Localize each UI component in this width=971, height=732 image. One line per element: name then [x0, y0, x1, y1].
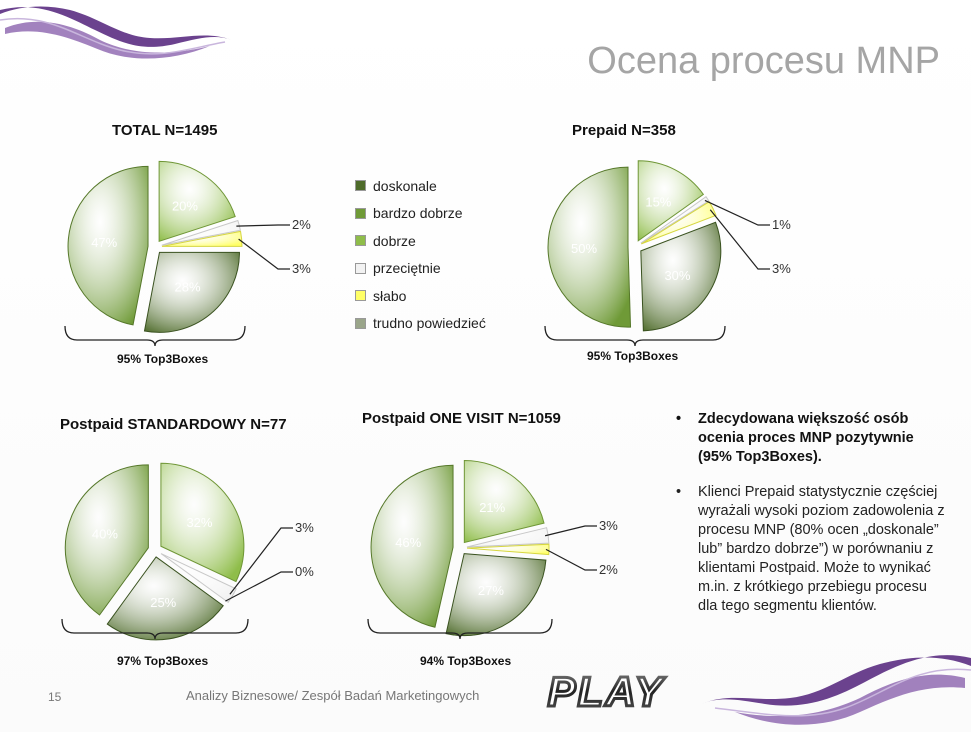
- pie-slice-dobrze: [160, 462, 245, 583]
- pie-slice-label: 50%: [571, 241, 597, 256]
- legend-label: doskonale: [373, 177, 437, 194]
- pie-slice-przeciętnie: [160, 553, 237, 604]
- brace: [544, 325, 726, 347]
- pie-outside-label: 3%: [292, 261, 311, 276]
- legend-label: słabo: [373, 287, 407, 304]
- legend: doskonale bardzo dobrze dobrze przeciętn…: [355, 172, 486, 337]
- pie-slice-doskonale: [143, 251, 240, 333]
- pie-slice-label: 27%: [478, 583, 504, 598]
- pie-slice-label: 28%: [174, 279, 200, 294]
- pie-outside-label: 2%: [292, 217, 311, 232]
- pie-slice-słabo: [466, 543, 550, 556]
- pie-slice-doskonale: [640, 221, 722, 332]
- pie-slice-bardzo-dobrze: [67, 165, 149, 326]
- legend-swatch: [355, 235, 366, 247]
- bullet-text: Zdecydowana większość osób ocenia proces…: [698, 411, 914, 465]
- pie-slice-label: 46%: [395, 535, 421, 550]
- leader-line: [545, 548, 597, 571]
- page-number: 15: [48, 690, 62, 704]
- pie-chart-postpaid-one-visit: 21% 27% 46% 3% 2%: [367, 459, 618, 640]
- page-title: Ocena procesu MNP: [587, 40, 940, 82]
- brace: [367, 618, 553, 640]
- pie-slice-bardzo-dobrze: [370, 464, 454, 628]
- legend-swatch: [355, 180, 366, 192]
- pie-outside-label: 3%: [772, 261, 791, 276]
- pie-chart-postpaid-standard: 32% 25% 40% 3% 0%: [61, 462, 314, 641]
- leader-line: [709, 209, 770, 270]
- bullet-item: • Klienci Prepaid statystycznie częściej…: [676, 483, 946, 616]
- pie-outside-label: 2%: [599, 562, 618, 577]
- pie-slice-label: 32%: [186, 515, 212, 530]
- pie-outside-label: 3%: [599, 518, 618, 533]
- leader-line: [544, 525, 597, 537]
- swoosh-top-left: [0, 6, 232, 59]
- legend-item: słabo: [355, 282, 486, 310]
- pie-slice-słabo: [641, 201, 717, 245]
- summary-postpaid-standard: 97% Top3Boxes: [117, 654, 209, 668]
- pie-slice-bardzo-dobrze: [64, 464, 149, 616]
- brace: [64, 325, 246, 347]
- bullet-item: • Zdecydowana większość osób ocenia proc…: [676, 410, 946, 467]
- pie-chart-prepaid: 15% 30% 50% 1% 3%: [544, 160, 791, 347]
- legend-swatch: [355, 207, 366, 219]
- pie-slice-przeciętnie: [640, 196, 710, 244]
- swoosh-bottom-right: [701, 655, 971, 725]
- pie-slice-label: 20%: [172, 199, 198, 214]
- brace: [61, 618, 249, 640]
- play-logo-text: PLAY: [548, 672, 667, 712]
- legend-label: trudno powiedzieć: [373, 315, 486, 332]
- legend-label: przeciętnie: [373, 260, 441, 277]
- pie-slice-przeciętnie: [161, 219, 241, 246]
- legend-item: trudno powiedzieć: [355, 310, 486, 338]
- pie-slice-dobrze: [158, 160, 236, 243]
- legend-item: bardzo dobrze: [355, 200, 486, 228]
- bullet-text: Klienci Prepaid statystycznie częściej w…: [698, 484, 945, 614]
- pie-outside-label: 1%: [772, 217, 791, 232]
- pie-slice-label: 40%: [92, 527, 118, 542]
- bullet-icon: •: [676, 484, 682, 500]
- summary-prepaid: 95% Top3Boxes: [587, 349, 679, 363]
- leader-line: [225, 571, 293, 602]
- chart-title-postpaid-standard: Postpaid STANDARDOWY N=77: [60, 416, 287, 433]
- pie-slice-dobrze: [463, 459, 545, 544]
- legend-label: bardzo dobrze: [373, 205, 463, 222]
- legend-label: dobrze: [373, 232, 416, 249]
- pie-slice-label: 47%: [91, 235, 117, 250]
- chart-title-postpaid-one-visit: Postpaid ONE VISIT N=1059: [362, 410, 561, 427]
- play-logo: PLAY: [546, 672, 667, 712]
- summary-total: 95% Top3Boxes: [117, 352, 209, 366]
- pie-slice-label: 21%: [479, 500, 505, 515]
- pie-outside-label: 0%: [295, 564, 314, 579]
- legend-swatch: [355, 262, 366, 274]
- pie-slice-bardzo-dobrze: [547, 166, 632, 328]
- pie-slice-label: 25%: [150, 595, 176, 610]
- bullet-icon: •: [676, 411, 682, 427]
- summary-postpaid-one-visit: 94% Top3Boxes: [420, 654, 512, 668]
- pie-slice-doskonale: [106, 556, 224, 641]
- pie-chart-total: 20% 28% 47% 2% 3%: [64, 160, 311, 347]
- leader-line: [704, 199, 770, 226]
- leader-line: [238, 238, 290, 270]
- legend-swatch: [355, 317, 366, 329]
- pie-outside-label: 3%: [295, 520, 314, 535]
- footer-text: Analizy Biznesowe/ Zespół Badań Marketin…: [186, 688, 480, 703]
- pie-slice-label: 30%: [664, 268, 690, 283]
- pie-slice-dobrze: [637, 160, 705, 242]
- leader-line: [236, 224, 290, 227]
- legend-swatch: [355, 290, 366, 302]
- chart-title-total: TOTAL N=1495: [112, 122, 218, 139]
- pie-slice-słabo: [161, 230, 243, 247]
- pie-slice-label: 15%: [645, 195, 671, 210]
- legend-item: przeciętnie: [355, 255, 486, 283]
- leader-line: [229, 527, 293, 595]
- legend-item: doskonale: [355, 172, 486, 200]
- chart-title-prepaid: Prepaid N=358: [572, 122, 676, 139]
- commentary: • Zdecydowana większość osób ocenia proc…: [676, 410, 946, 632]
- legend-item: dobrze: [355, 227, 486, 255]
